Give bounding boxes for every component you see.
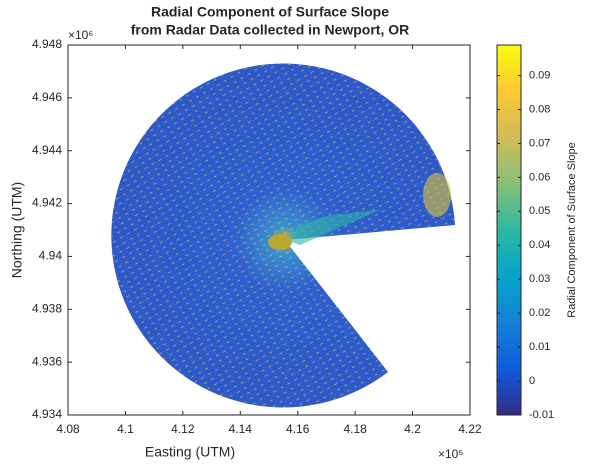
colorbar-tick-label: 0.04 (529, 239, 550, 251)
colorbar-tick-label: 0.02 (529, 307, 550, 319)
x-axis-label: Easting (UTM) (145, 444, 235, 460)
y-tick-label: 4.944 (32, 143, 62, 157)
radar-center (268, 234, 292, 250)
y-tick-label: 4.938 (32, 301, 62, 315)
chart-subtitle: from Radar Data collected in Newport, OR (131, 22, 410, 38)
colorbar-tick-label: 0.05 (529, 205, 550, 217)
x-tick-label: 4.18 (343, 422, 367, 436)
colorbar-tick-label: 0.08 (529, 103, 550, 115)
colorbar-tick-label: 0.01 (529, 341, 550, 353)
x-tick-label: 4.08 (56, 422, 80, 436)
colorbar-tick-label: -0.01 (529, 409, 554, 421)
axes-box (67, 44, 471, 416)
y-tick-label: 4.94 (39, 249, 63, 263)
y-axis-label: Northing (UTM) (9, 182, 25, 278)
colorbar-tick-label: 0.07 (529, 137, 550, 149)
y-tick-label: 4.936 (32, 354, 62, 368)
chart-title: Radial Component of Surface Slope (151, 4, 389, 20)
radar-plume (285, 210, 380, 245)
radar-bright-patch (423, 173, 451, 217)
x-tick-label: 4.16 (286, 422, 310, 436)
x-tick-label: 4.14 (229, 422, 253, 436)
colorbar-tick-label: 0.06 (529, 171, 550, 183)
x-tick-label: 4.2 (404, 422, 421, 436)
colorbar-tick-label: 0.09 (529, 69, 550, 81)
colorbar-tick-label: 0.03 (529, 273, 550, 285)
x-tick-label: 4.22 (458, 422, 482, 436)
radar-field (111, 63, 455, 408)
y-tick-label: 4.946 (32, 90, 62, 104)
colorbar-tick-label: 0 (529, 375, 535, 387)
x-tick-label: 4.1 (117, 422, 134, 436)
colorbar-label: Radial Component of Surface Slope (566, 142, 578, 318)
colorbar (496, 44, 522, 416)
x-exponent: ×10⁵ (438, 447, 463, 461)
y-tick-label: 4.934 (32, 407, 62, 421)
y-exponent: ×10⁶ (68, 28, 93, 42)
y-tick-label: 4.948 (32, 37, 62, 51)
x-tick-label: 4.12 (171, 422, 195, 436)
y-tick-label: 4.942 (32, 196, 62, 210)
